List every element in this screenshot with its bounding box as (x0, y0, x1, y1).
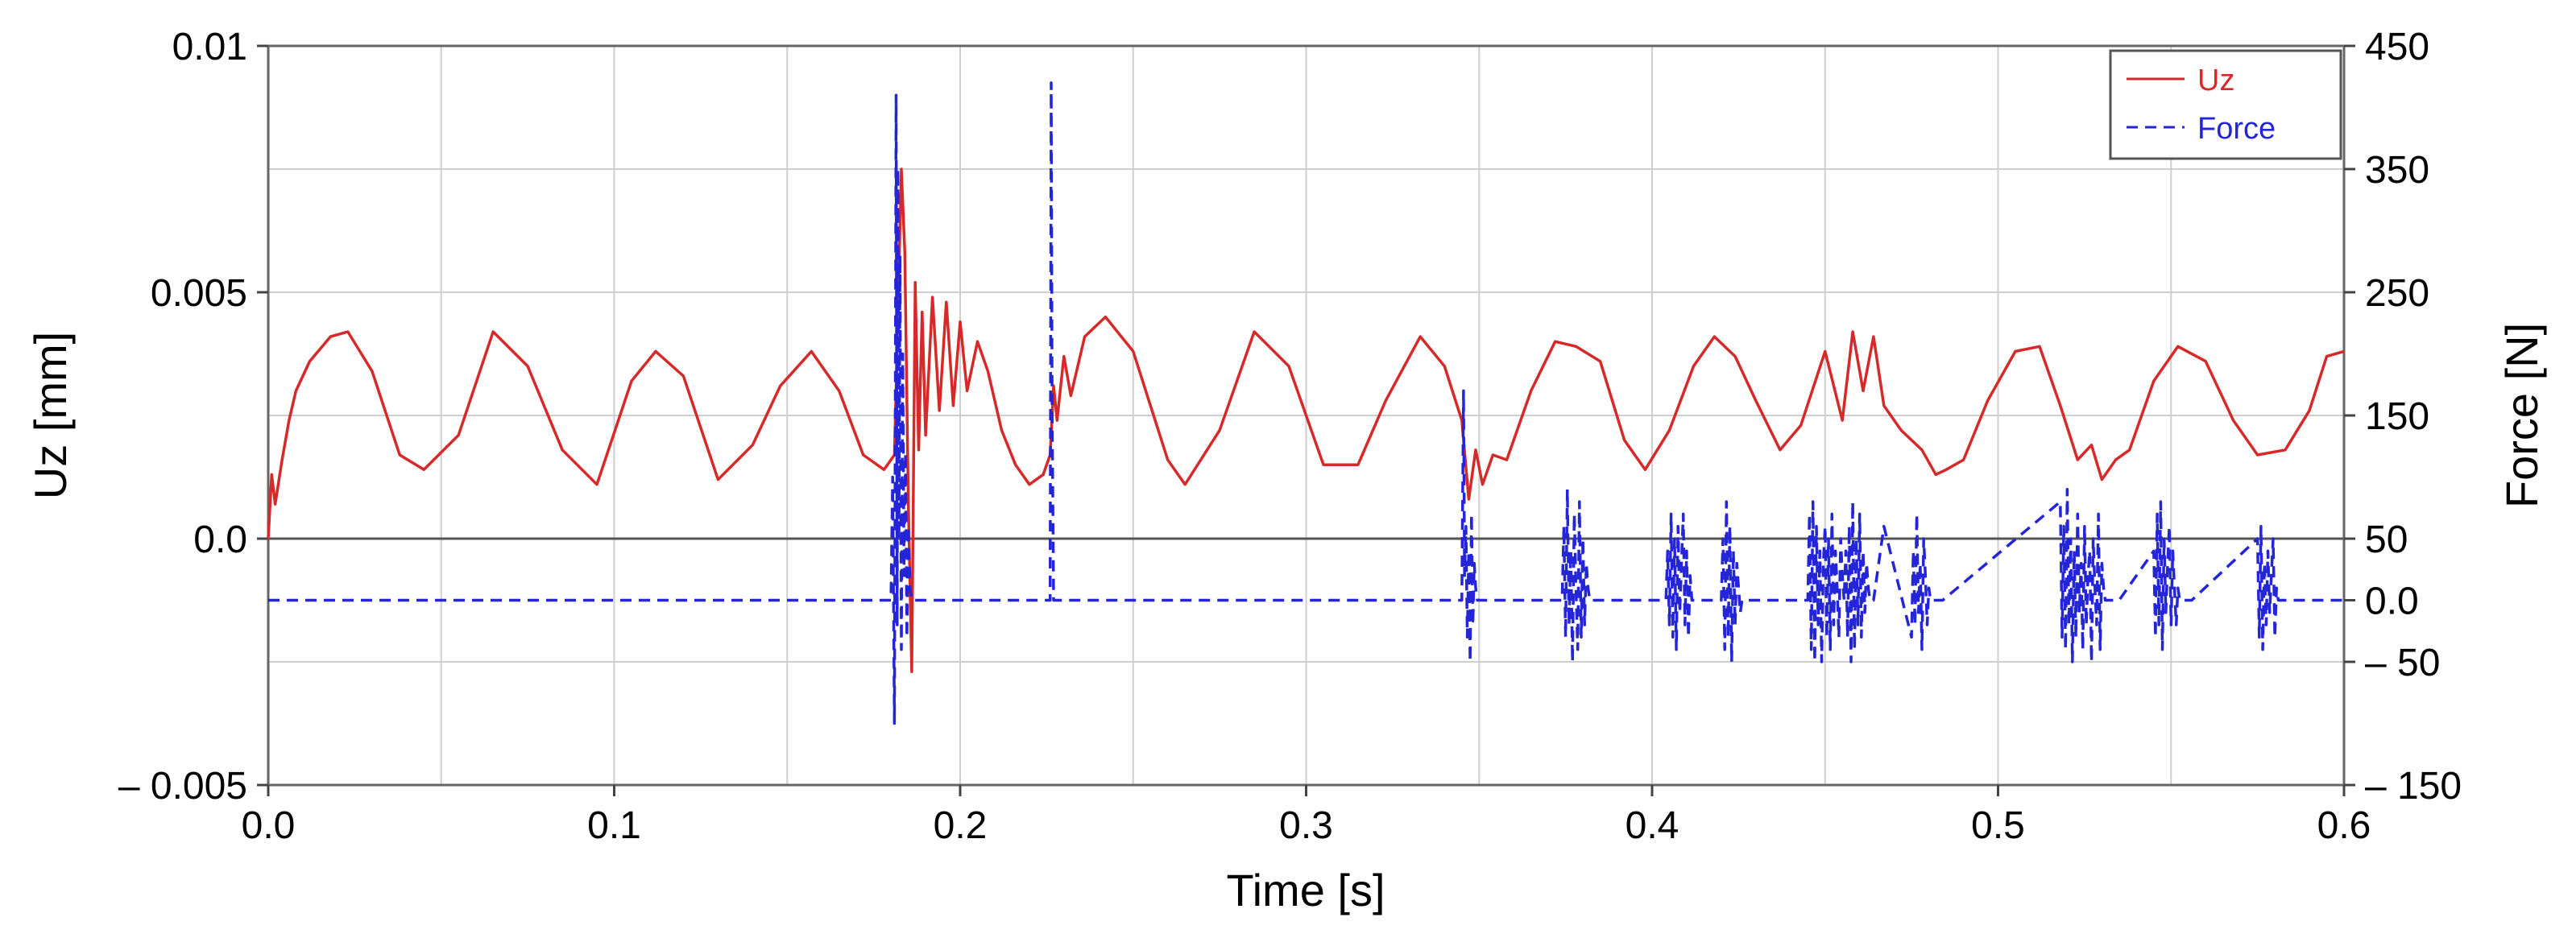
x-axis-title: Time [s] (1226, 865, 1385, 915)
x-tick-label: 0.3 (1279, 804, 1333, 847)
y2-tick-label: – 150 (2365, 765, 2462, 808)
y-axis-right: – 150 – 50 0.0 50 150 250 350 450 (2344, 26, 2462, 808)
y-tick-label: 0.005 (151, 272, 247, 315)
x-axis: 0.0 0.1 0.2 0.3 0.4 0.5 0.6 (242, 785, 2371, 847)
x-tick-label: 0.2 (934, 804, 988, 847)
y2-tick-label: 150 (2365, 395, 2429, 438)
series-line-force (268, 81, 2344, 725)
legend-label-force: Force (2197, 112, 2276, 146)
y-tick-label: 0.0 (193, 519, 247, 561)
x-tick-label: 0.6 (2317, 804, 2371, 847)
y2-tick-label: 350 (2365, 149, 2429, 192)
y2-tick-label: 50 (2365, 519, 2408, 561)
series-line-uz (267, 167, 2345, 673)
y2-tick-label: 450 (2365, 26, 2429, 68)
x-tick-label: 0.4 (1626, 804, 1679, 847)
y-tick-label: 0.01 (172, 26, 247, 68)
y2-axis-title: Force [N] (2496, 323, 2547, 508)
legend-label-uz: Uz (2197, 64, 2234, 97)
legend: Uz Force (2109, 49, 2342, 160)
series-layer (267, 81, 2345, 725)
y-axis-left: – 0.005 0.0 0.005 0.01 (118, 26, 268, 808)
y2-tick-label: – 50 (2365, 642, 2440, 684)
x-tick-label: 0.0 (242, 804, 296, 847)
legend-box (2109, 49, 2342, 160)
y-axis-title: Uz [mm] (25, 332, 76, 499)
y2-tick-label: 250 (2365, 272, 2429, 315)
x-tick-label: 0.1 (587, 804, 641, 847)
y2-tick-label: 0.0 (2365, 581, 2419, 623)
x-tick-label: 0.5 (1971, 804, 2025, 847)
y-tick-label: – 0.005 (118, 765, 247, 808)
